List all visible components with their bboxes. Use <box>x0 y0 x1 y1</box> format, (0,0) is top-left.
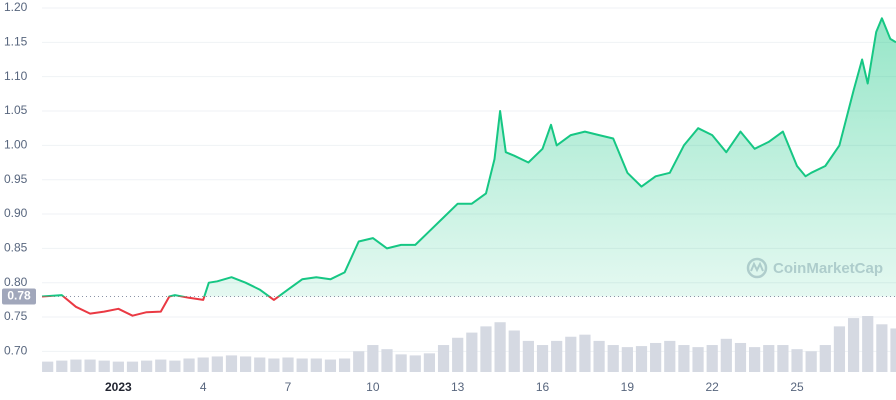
volume-bar <box>706 345 718 372</box>
volume-bar <box>381 349 393 372</box>
volume-bar <box>551 340 563 372</box>
x-tick-label: 7 <box>285 380 292 394</box>
y-tick-label: 0.75 <box>4 309 28 323</box>
volume-bar <box>621 347 633 372</box>
y-tick-label: 0.85 <box>4 241 28 255</box>
x-tick-label: 19 <box>621 380 635 394</box>
volume-bar <box>791 349 803 372</box>
volume-bar <box>310 358 322 372</box>
volume-bar <box>353 351 365 372</box>
volume-bar <box>423 353 436 372</box>
y-tick-label: 1.05 <box>4 103 28 117</box>
baseline-label: 0.78 <box>7 289 31 303</box>
volume-bar <box>395 354 407 372</box>
volume-bar <box>494 322 506 372</box>
volume-bar <box>635 346 648 372</box>
volume-bar <box>155 359 167 372</box>
volume-bar <box>268 358 280 372</box>
x-tick-label: 10 <box>366 380 380 394</box>
volume-bar <box>805 351 817 372</box>
volume-bar <box>876 324 888 372</box>
y-tick-label: 1.20 <box>4 0 28 14</box>
volume-bar <box>452 337 464 372</box>
volume-bar <box>409 355 421 372</box>
volume-bar <box>650 342 662 372</box>
volume-bar <box>367 345 379 372</box>
volume-bar <box>749 347 761 372</box>
volume-bar <box>183 358 195 372</box>
volume-bar <box>141 360 153 372</box>
volume-bar <box>84 359 96 372</box>
volume-bar <box>338 358 351 372</box>
volume-bar <box>734 342 747 372</box>
volume-bar <box>607 345 619 372</box>
volume-bar <box>579 334 591 372</box>
price-area <box>42 18 896 297</box>
volume-bar <box>296 358 308 372</box>
volume-bar <box>692 347 704 372</box>
volume-bar <box>480 326 492 372</box>
volume-bar <box>565 336 577 372</box>
volume-bar <box>169 360 181 372</box>
volume-bar <box>466 332 478 372</box>
y-tick-label: 1.10 <box>4 69 28 83</box>
volume-bar <box>522 340 534 372</box>
volume-bar <box>324 359 337 372</box>
volume-bar <box>847 318 860 372</box>
y-tick-label: 1.00 <box>4 138 28 152</box>
volume-bar <box>42 361 54 372</box>
volume-bar <box>240 356 252 372</box>
baseline-label-box <box>2 288 36 305</box>
volume-bar <box>833 326 846 372</box>
volume-bar <box>777 345 789 372</box>
volume-bar <box>197 357 209 372</box>
volume-bar <box>664 340 676 372</box>
y-tick-label: 0.95 <box>4 172 28 186</box>
y-tick-label: 1.15 <box>4 35 28 49</box>
x-tick-label: 16 <box>536 380 550 394</box>
y-tick-label: 0.80 <box>4 275 28 289</box>
volume-bar <box>890 328 896 372</box>
volume-bar <box>126 361 139 372</box>
volume-bar <box>282 357 294 372</box>
volume-bar <box>225 355 238 372</box>
volume-bar <box>862 316 874 372</box>
volume-bar <box>112 361 124 372</box>
volume-bar <box>254 357 266 372</box>
volume-bar <box>508 330 520 372</box>
volume-bar <box>211 356 223 372</box>
x-tick-label: 13 <box>451 380 465 394</box>
volume-bar <box>678 345 690 372</box>
volume-bar <box>593 340 605 372</box>
volume-bar <box>56 360 68 372</box>
volume-bar <box>98 360 110 372</box>
volume-bar <box>720 338 732 372</box>
volume-bar <box>70 359 82 372</box>
volume-bar <box>536 345 549 372</box>
x-tick-label: 25 <box>790 380 804 394</box>
y-tick-label: 0.90 <box>4 206 28 220</box>
x-tick-label: 4 <box>200 380 207 394</box>
y-tick-label: 0.70 <box>4 344 28 358</box>
volume-bar <box>819 345 831 372</box>
volume-bar <box>437 345 450 372</box>
x-tick-label: 2023 <box>105 380 132 394</box>
price-line <box>41 17 896 317</box>
x-tick-label: 22 <box>706 380 720 394</box>
volume-bar <box>763 345 775 372</box>
